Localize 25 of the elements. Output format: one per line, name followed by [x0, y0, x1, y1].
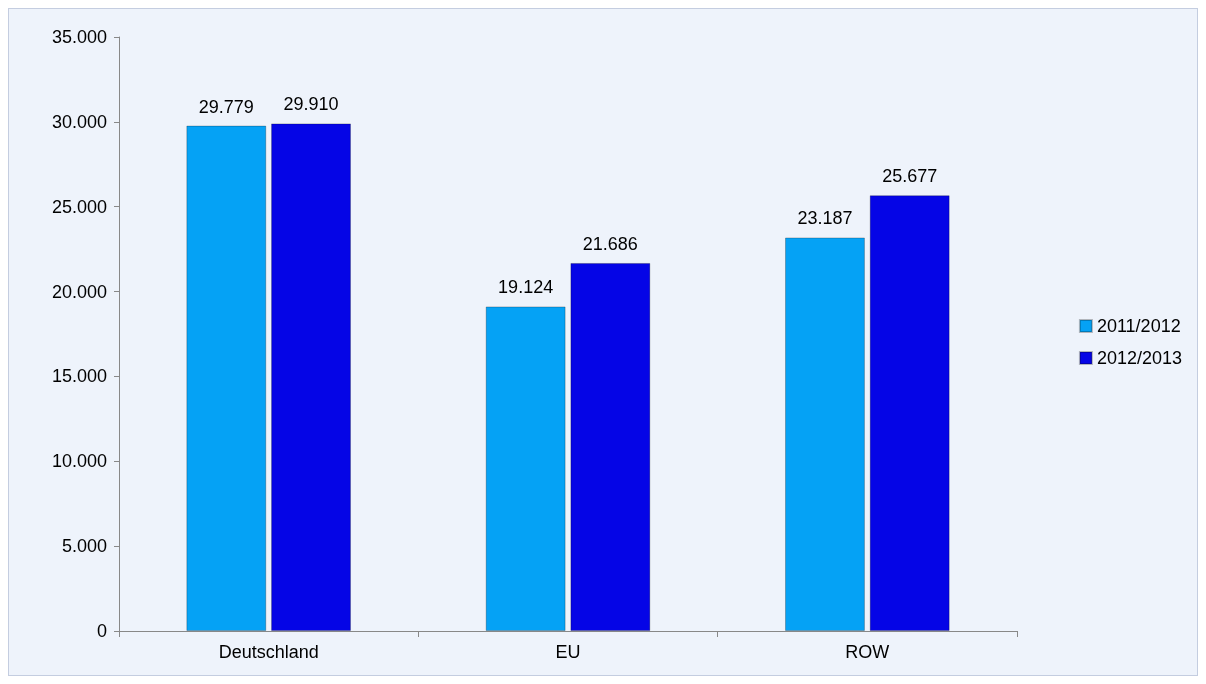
bar — [785, 237, 865, 631]
data-label: 25.677 — [882, 166, 938, 187]
x-tick-label: ROW — [845, 642, 890, 662]
y-tick-label: 10.000 — [51, 451, 107, 472]
bar — [186, 125, 267, 631]
data-label: 29.910 — [283, 94, 339, 115]
y-tick-label: 20.000 — [51, 281, 107, 302]
data-label: 21.686 — [582, 233, 638, 254]
y-tick-label: 35.000 — [51, 27, 107, 47]
bar — [485, 306, 566, 631]
legend-label: 2011/2012 — [1096, 316, 1181, 336]
bar — [271, 123, 351, 631]
x-tick-label: EU — [555, 642, 581, 662]
y-tick-label: 25.000 — [51, 196, 107, 217]
data-label: 29.779 — [198, 96, 254, 117]
y-tick-label: 15.000 — [51, 366, 107, 387]
y-tick-label: 30.000 — [51, 111, 107, 132]
bar — [570, 262, 651, 631]
legend-label: 2012/2013 — [1096, 348, 1183, 368]
y-tick-label: 5.000 — [61, 536, 107, 557]
data-label: 23.187 — [797, 208, 853, 229]
data-label: 19.124 — [498, 277, 554, 298]
bar — [869, 195, 950, 631]
y-tick-label: 0 — [96, 621, 107, 641]
x-tick-label: Deutschland — [218, 642, 319, 662]
